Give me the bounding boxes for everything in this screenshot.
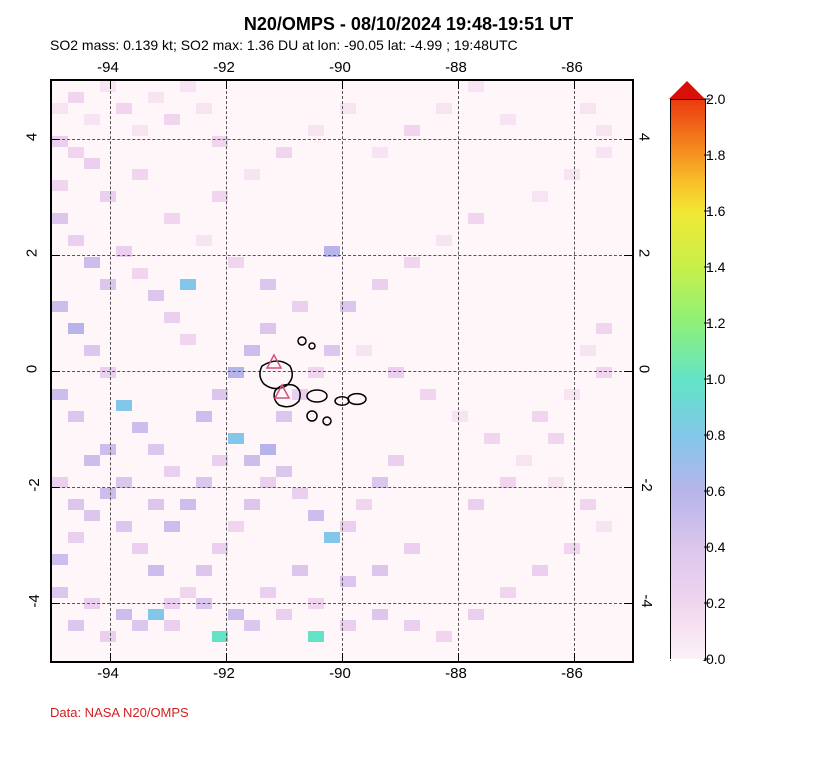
lon-tick-top: -90 xyxy=(329,59,351,76)
lon-tick-top: -94 xyxy=(97,59,119,76)
lat-tick-left: 4 xyxy=(24,133,41,141)
lon-tick-top: -88 xyxy=(445,59,467,76)
lon-tick-top: -86 xyxy=(561,59,583,76)
lon-tick-bottom: -90 xyxy=(329,665,351,682)
island-outline xyxy=(307,390,327,402)
data-credit: Data: NASA N20/OMPS xyxy=(50,705,807,720)
island-outline xyxy=(323,417,331,425)
map-panel: -94-94-92-92-90-90-88-88-86-86-4-4-2-200… xyxy=(10,59,650,699)
chart-subtitle: SO2 mass: 0.139 kt; SO2 max: 1.36 DU at … xyxy=(50,37,807,53)
colorbar-under-arrow xyxy=(669,659,705,677)
island-outline xyxy=(309,343,315,349)
colorbar-panel: 0.00.20.40.60.81.01.21.41.61.82.0 SO₂ co… xyxy=(650,59,800,699)
lon-tick-bottom: -94 xyxy=(97,665,119,682)
lon-tick-bottom: -88 xyxy=(445,665,467,682)
colorbar-over-arrow xyxy=(669,81,705,99)
island-outline xyxy=(298,337,306,345)
lon-tick-bottom: -86 xyxy=(561,665,583,682)
lon-tick-top: -92 xyxy=(213,59,235,76)
lon-tick-bottom: -92 xyxy=(213,665,235,682)
colorbar xyxy=(670,99,706,661)
island-outline xyxy=(307,411,317,421)
island-outline xyxy=(335,397,349,405)
lat-tick-left: 0 xyxy=(24,365,41,373)
map-box xyxy=(50,79,634,663)
main-container: -94-94-92-92-90-90-88-88-86-86-4-4-2-200… xyxy=(10,59,807,699)
lat-tick-left: -2 xyxy=(26,478,43,491)
lat-tick-left: -4 xyxy=(26,594,43,607)
chart-title: N20/OMPS - 08/10/2024 19:48-19:51 UT xyxy=(10,14,807,35)
lat-tick-left: 2 xyxy=(24,249,41,257)
coastline-layer xyxy=(52,81,632,661)
island-outline xyxy=(348,394,366,405)
